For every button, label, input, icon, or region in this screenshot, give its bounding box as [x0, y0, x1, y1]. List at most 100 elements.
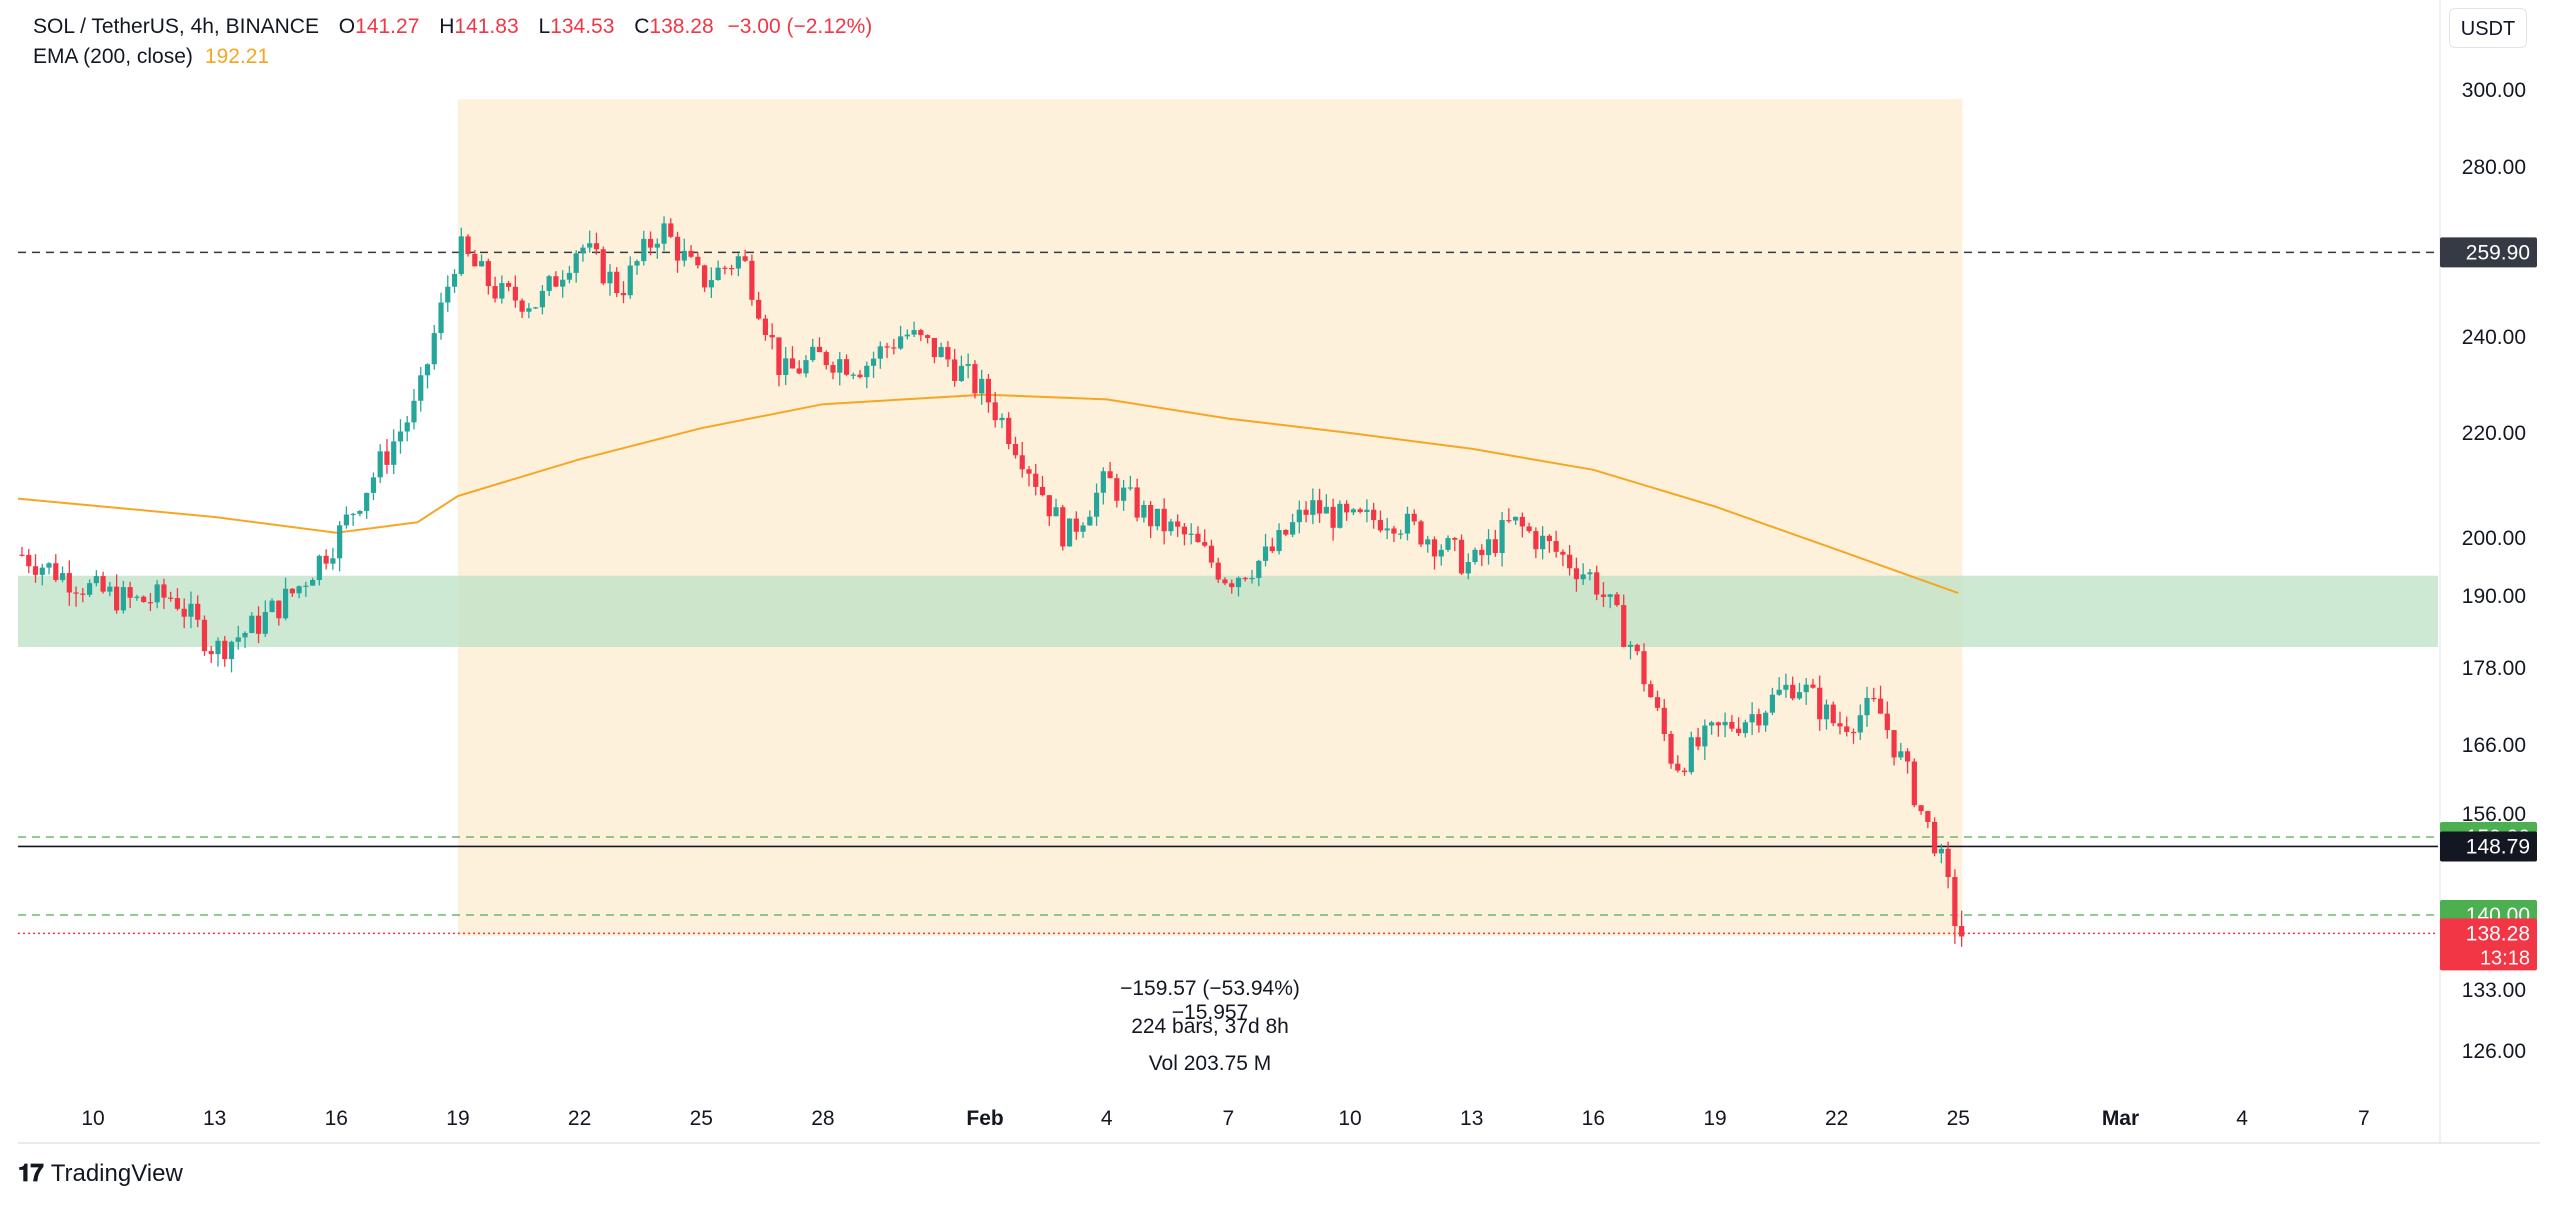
candle[interactable]: [499, 275, 505, 304]
candle[interactable]: [154, 580, 160, 609]
candle[interactable]: [242, 631, 248, 648]
candle[interactable]: [1837, 711, 1843, 735]
candle[interactable]: [222, 636, 228, 667]
candle[interactable]: [350, 512, 356, 526]
candle[interactable]: [999, 413, 1005, 429]
candle[interactable]: [1512, 516, 1519, 525]
candle[interactable]: [1181, 522, 1188, 546]
candle[interactable]: [1783, 673, 1789, 698]
candle[interactable]: [404, 415, 410, 442]
price-label-259.90[interactable]: 259.90: [2440, 237, 2537, 268]
candle[interactable]: [911, 321, 917, 338]
candle[interactable]: [451, 269, 458, 293]
candle[interactable]: [870, 351, 877, 378]
candle[interactable]: [1877, 685, 1884, 714]
candle[interactable]: [1925, 810, 1931, 829]
candle[interactable]: [1695, 727, 1701, 751]
candle[interactable]: [830, 361, 836, 380]
candle[interactable]: [1208, 539, 1215, 568]
candle[interactable]: [850, 372, 856, 380]
candle[interactable]: [1195, 526, 1201, 543]
candle[interactable]: [141, 595, 147, 603]
candle[interactable]: [992, 392, 998, 428]
candle[interactable]: [1364, 499, 1370, 523]
candle[interactable]: [255, 606, 262, 644]
candle[interactable]: [1708, 720, 1715, 735]
candle[interactable]: [303, 581, 309, 597]
candle[interactable]: [1932, 817, 1938, 857]
candle[interactable]: [134, 594, 140, 601]
candle[interactable]: [195, 595, 201, 628]
candle[interactable]: [526, 303, 532, 319]
candle[interactable]: [391, 429, 397, 475]
candle[interactable]: [1702, 719, 1708, 760]
candle[interactable]: [1621, 594, 1627, 648]
candle[interactable]: [1418, 519, 1424, 547]
candle[interactable]: [127, 581, 133, 609]
candle[interactable]: [938, 342, 944, 358]
candle[interactable]: [661, 216, 667, 251]
candle[interactable]: [1607, 593, 1613, 609]
candle[interactable]: [1580, 563, 1586, 585]
candle[interactable]: [729, 264, 735, 276]
candle[interactable]: [296, 585, 302, 599]
candle[interactable]: [1391, 525, 1397, 542]
candle[interactable]: [1736, 717, 1742, 737]
candle[interactable]: [1404, 506, 1411, 541]
candle[interactable]: [235, 625, 241, 650]
candle[interactable]: [1661, 699, 1667, 741]
candle[interactable]: [1553, 530, 1559, 558]
candle[interactable]: [1796, 682, 1803, 701]
candle[interactable]: [1567, 545, 1573, 576]
candle[interactable]: [972, 360, 978, 399]
candle[interactable]: [1093, 483, 1100, 526]
candle[interactable]: [1641, 643, 1647, 692]
candle[interactable]: [553, 271, 559, 288]
candle[interactable]: [1330, 498, 1336, 541]
candle[interactable]: [1871, 687, 1877, 702]
candle[interactable]: [776, 337, 782, 387]
candle[interactable]: [120, 580, 126, 614]
candle[interactable]: [465, 234, 471, 257]
candle[interactable]: [1918, 805, 1924, 815]
candle[interactable]: [1033, 464, 1039, 496]
candle[interactable]: [810, 338, 816, 363]
candle[interactable]: [864, 361, 870, 389]
candle[interactable]: [1668, 730, 1674, 769]
candle[interactable]: [979, 369, 985, 405]
candle[interactable]: [877, 341, 883, 369]
support-zone[interactable]: [18, 575, 2438, 647]
candle[interactable]: [1276, 523, 1282, 555]
candle[interactable]: [884, 342, 890, 359]
candle[interactable]: [1654, 690, 1661, 712]
candle[interactable]: [1127, 475, 1133, 491]
candle[interactable]: [114, 574, 120, 614]
candle[interactable]: [1438, 544, 1444, 566]
candle[interactable]: [39, 563, 45, 586]
candle[interactable]: [1175, 514, 1181, 538]
candle[interactable]: [1235, 576, 1242, 597]
candle[interactable]: [1039, 475, 1046, 497]
candle[interactable]: [1864, 686, 1870, 727]
candle[interactable]: [1344, 500, 1350, 521]
candle[interactable]: [100, 571, 106, 594]
candle[interactable]: [681, 238, 687, 267]
candle[interactable]: [1830, 701, 1836, 727]
candle[interactable]: [769, 323, 775, 350]
candle[interactable]: [1256, 559, 1262, 587]
candle[interactable]: [1627, 641, 1634, 660]
candle[interactable]: [506, 280, 512, 292]
candle[interactable]: [1485, 529, 1492, 565]
candle[interactable]: [323, 549, 329, 570]
candle[interactable]: [485, 258, 491, 295]
candle[interactable]: [958, 355, 965, 383]
candle[interactable]: [1452, 537, 1458, 552]
candle[interactable]: [1012, 436, 1019, 459]
candle[interactable]: [1107, 461, 1113, 479]
candle[interactable]: [789, 346, 796, 369]
candle[interactable]: [330, 547, 336, 570]
candle[interactable]: [1303, 501, 1309, 523]
candle[interactable]: [1114, 473, 1120, 508]
candle[interactable]: [674, 231, 681, 273]
